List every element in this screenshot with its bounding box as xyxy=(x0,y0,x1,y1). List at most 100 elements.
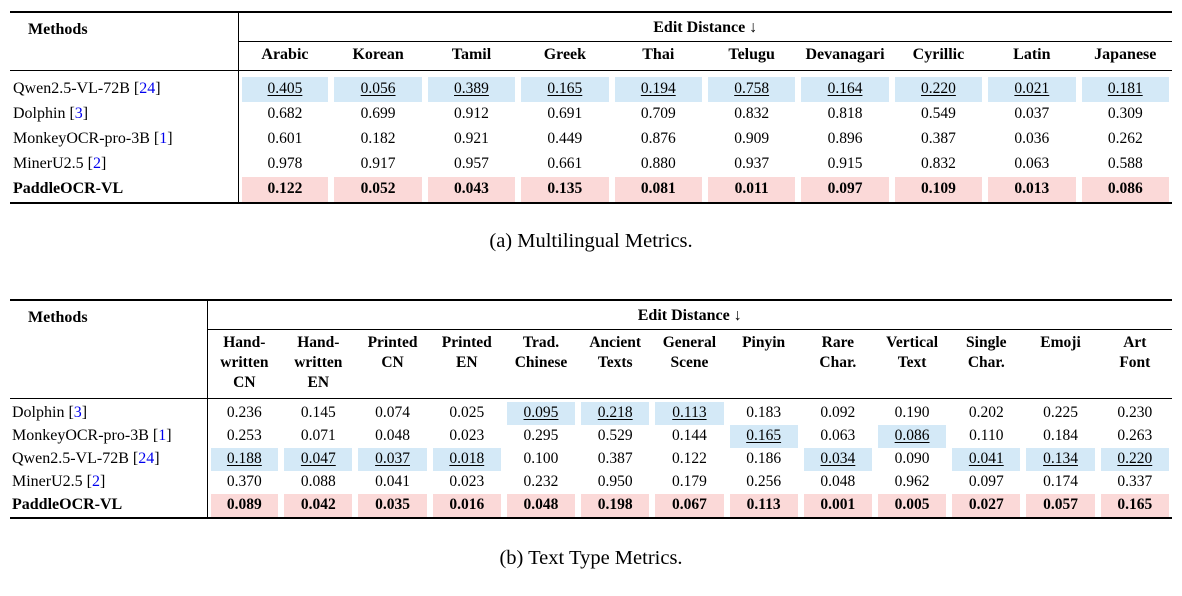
metric-value: 0.043 xyxy=(454,180,489,198)
metric-cell: 0.134 xyxy=(1023,447,1098,471)
metric-value: 0.145 xyxy=(300,403,336,421)
metric-value: 0.092 xyxy=(820,403,856,421)
metric-cell: 0.921 xyxy=(425,127,518,152)
metric-value: 0.529 xyxy=(597,426,633,444)
citation-link[interactable]: 2 xyxy=(92,155,101,173)
metric-cell: 0.021 xyxy=(985,77,1079,103)
table-row: PaddleOCR-VL 0.122 0.052 0.043 0.135 0.081 0.0… xyxy=(10,177,1172,204)
metric-value: 0.225 xyxy=(1043,403,1078,421)
metric-cell: 0.818 xyxy=(798,102,891,127)
metric-value: 0.387 xyxy=(597,449,633,467)
metric-cell: 0.962 xyxy=(875,471,949,494)
metric-value: 0.122 xyxy=(267,180,303,198)
metric-cell: 0.097 xyxy=(798,177,892,204)
metric-cell: 0.978 xyxy=(238,152,331,177)
metric-value: 0.909 xyxy=(734,130,770,148)
metric-cell: 0.337 xyxy=(1098,471,1172,494)
citation-link[interactable]: 1 xyxy=(158,426,167,444)
metric-cell: 0.052 xyxy=(331,177,425,204)
metric-value: 0.601 xyxy=(267,130,303,148)
metric-value: 0.917 xyxy=(360,155,396,173)
method-cell: Qwen2.5-VL-72B [24] xyxy=(10,77,239,103)
metric-value: 0.186 xyxy=(746,449,782,467)
metric-cell: 0.937 xyxy=(705,152,798,177)
metric-value: 0.263 xyxy=(1117,426,1153,444)
citation-link[interactable]: 3 xyxy=(73,403,82,421)
metric-value: 0.063 xyxy=(820,426,856,444)
method-name: MinerU2.5 xyxy=(12,472,83,490)
column-header: Arabic xyxy=(238,41,332,72)
row-spacer xyxy=(10,70,1172,78)
metric-cell: 0.086 xyxy=(1078,177,1172,204)
citation-link[interactable]: 1 xyxy=(159,130,168,148)
metric-value: 0.957 xyxy=(454,155,489,173)
citation-link[interactable]: 24 xyxy=(139,80,156,98)
method-name: PaddleOCR-VL xyxy=(12,495,123,513)
metric-value: 0.067 xyxy=(671,495,707,513)
citation-link[interactable]: 24 xyxy=(138,449,155,467)
metric-value: 0.048 xyxy=(523,495,559,513)
method-name: Dolphin xyxy=(12,403,65,421)
metric-value: 0.387 xyxy=(920,130,956,148)
metric-value: 0.174 xyxy=(1043,472,1078,490)
metric-value: 0.181 xyxy=(1107,80,1143,98)
metric-cell: 0.909 xyxy=(705,127,798,152)
edit-distance-header: Edit Distance ↓ xyxy=(238,12,1172,42)
metric-value: 0.164 xyxy=(827,80,863,98)
table-caption: (b) Text Type Metrics. xyxy=(499,546,683,569)
paper-page: Methods Edit Distance ↓ Arabic Korean Tamil G… xyxy=(10,11,1172,569)
row-spacer-cell xyxy=(10,398,208,402)
metric-value: 0.262 xyxy=(1107,130,1143,148)
metric-cell: 0.063 xyxy=(801,425,875,448)
table-row: MinerU2.5 [2] 0.978 0.917 0.957 0.661 0.880 0.… xyxy=(10,152,1172,178)
metric-value: 0.230 xyxy=(1117,403,1153,421)
metric-value: 0.113 xyxy=(746,495,781,513)
citation-link[interactable]: 3 xyxy=(74,105,83,123)
metric-value: 0.190 xyxy=(894,403,930,421)
metric-cell: 0.095 xyxy=(503,401,579,425)
metric-cell: 0.081 xyxy=(611,177,705,204)
metric-value: 0.937 xyxy=(734,155,770,173)
metric-value: 0.056 xyxy=(360,80,396,98)
metric-cell: 0.917 xyxy=(331,152,424,177)
metric-value: 0.709 xyxy=(640,105,676,123)
method-name: MonkeyOCR-pro-3B xyxy=(13,130,150,148)
metric-value: 0.097 xyxy=(968,472,1004,490)
column-header: General Scene xyxy=(652,329,727,399)
metric-value: 0.035 xyxy=(375,495,410,513)
metric-cell: 0.876 xyxy=(612,127,705,152)
metric-cell: 0.071 xyxy=(281,425,355,448)
metric-cell: 0.661 xyxy=(518,152,611,177)
method-cell: MinerU2.5 [2] xyxy=(10,470,208,494)
metric-cell: 0.529 xyxy=(578,425,652,448)
metric-cell: 0.013 xyxy=(985,177,1079,204)
table-row: Dolphin [3] 0.236 0.145 0.074 0.025 0.095 0.21… xyxy=(10,401,1172,425)
metric-value: 0.218 xyxy=(597,403,633,421)
metric-cell: 0.025 xyxy=(430,402,504,425)
metric-value: 0.194 xyxy=(640,80,676,98)
table-row: Qwen2.5-VL-72B [24] 0.188 0.047 0.037 0.018 0… xyxy=(10,447,1172,471)
table-row: MonkeyOCR-pro-3B [1] 0.601 0.182 0.921 0.449… xyxy=(10,127,1172,153)
metric-value: 0.113 xyxy=(672,403,707,421)
metric-cell: 0.088 xyxy=(281,471,355,494)
metric-value: 0.198 xyxy=(597,495,633,513)
metric-cell: 0.023 xyxy=(430,425,504,448)
metric-cell: 0.253 xyxy=(207,425,281,448)
metric-cell: 0.256 xyxy=(727,471,801,494)
metric-value: 0.088 xyxy=(300,472,336,490)
method-cell: PaddleOCR-VL xyxy=(10,177,239,204)
metric-cell: 0.037 xyxy=(355,447,430,471)
methods-header: Methods xyxy=(10,300,208,399)
metric-value: 0.978 xyxy=(267,155,303,173)
metric-cell: 0.047 xyxy=(281,447,356,471)
metric-value: 0.100 xyxy=(523,449,559,467)
citation-link[interactable]: 2 xyxy=(91,472,100,490)
metric-value: 0.962 xyxy=(894,472,930,490)
metric-value: 0.089 xyxy=(226,495,262,513)
column-header: Printed EN xyxy=(429,329,504,399)
metric-value: 0.095 xyxy=(523,403,559,421)
metric-cell: 0.048 xyxy=(503,493,579,518)
column-header: Thai xyxy=(611,41,705,72)
column-header: Pinyin xyxy=(726,329,801,399)
metric-value: 0.110 xyxy=(969,426,1004,444)
